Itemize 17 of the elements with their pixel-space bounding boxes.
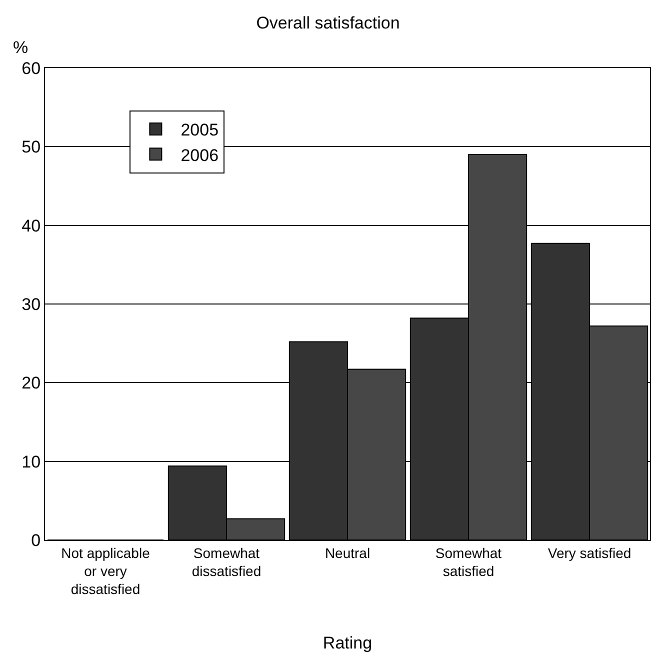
x-tick-label: Not applicable or very dissatisfied [61,544,150,598]
legend-label: 2006 [180,146,219,165]
x-tick-label: Somewhat satisfied [435,544,502,579]
y-tick-label: 60 [22,58,41,78]
y-tick-label: 40 [22,216,41,236]
chart-title: Overall satisfaction [256,13,400,32]
x-tick-label: Neutral [324,544,370,561]
y-tick-label: 0 [31,530,41,550]
legend-label: 2005 [180,120,219,140]
y-tick-label: 20 [22,374,41,393]
y-tick-label: 10 [22,452,41,472]
y-axis-title: % [13,38,28,57]
y-tick-label: 30 [22,294,41,314]
y-tick-label: 50 [22,138,41,157]
x-axis-title: Rating [322,634,372,653]
x-tick-label: Somewhat dissatisfied [192,544,262,579]
x-tick-label: Very satisfied [548,544,632,561]
